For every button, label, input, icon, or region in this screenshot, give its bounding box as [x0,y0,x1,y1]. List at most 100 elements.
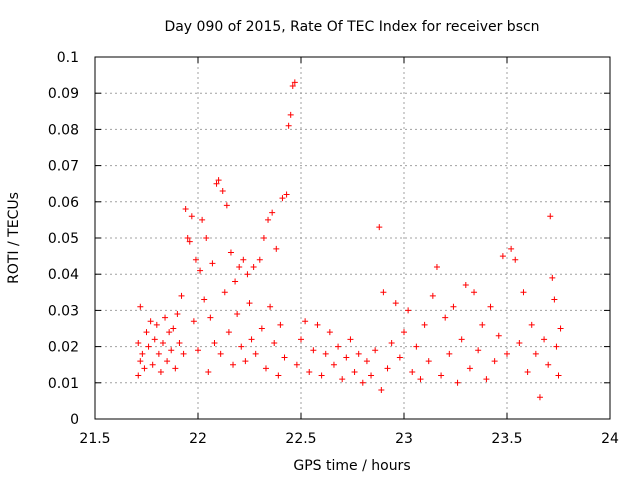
y-tick-label: 0 [70,412,79,428]
data-point [330,361,337,368]
data-point [275,372,282,379]
data-point [310,347,317,354]
data-point [471,289,478,296]
data-point [524,368,531,375]
data-point [195,347,201,354]
data-point [234,311,241,318]
data-point [277,321,284,328]
data-point [343,354,350,361]
data-point [205,368,212,375]
data-point [417,376,424,383]
data-point [532,350,539,357]
data-point [258,325,265,332]
data-point [541,336,548,343]
data-point [225,329,232,336]
data-point [491,358,498,365]
x-tick-label: 21.5 [79,431,110,447]
data-point [291,79,298,86]
chart-title: Day 090 of 2015, Rate Of TEC Index for r… [164,19,539,35]
data-point [359,379,366,386]
data-point [384,365,391,372]
data-point [314,321,321,328]
data-point [487,303,494,310]
y-tick-label: 0.03 [48,303,79,319]
data-point [176,339,183,346]
data-point [363,358,370,365]
data-point [306,368,313,375]
data-point [151,336,158,343]
data-point [155,350,162,357]
data-point [221,289,228,296]
data-point [376,224,383,231]
data-point [166,329,173,336]
data-point [153,321,160,328]
data-point [425,358,432,365]
data-point [283,191,290,198]
data-point [520,289,527,296]
x-tick-label: 22.5 [285,431,316,447]
data-point [372,347,379,354]
data-point [293,361,300,368]
y-tick-label: 0.05 [48,231,79,247]
data-point [429,292,436,299]
x-tick-label: 22 [189,431,207,447]
data-point [421,321,428,328]
data-point [458,336,465,343]
data-point [135,372,142,379]
data-point [289,82,296,89]
data-point [446,350,453,357]
data-point [396,354,403,361]
y-tick-label: 0.07 [48,159,79,175]
data-point [339,376,346,383]
data-point [442,314,449,321]
data-point [378,387,385,394]
data-point [409,368,416,375]
data-point [246,300,253,307]
data-point [269,209,276,216]
data-point [302,318,309,325]
data-point [547,213,554,220]
data-point [201,296,208,303]
y-tick-label: 0.06 [48,195,79,211]
data-point [248,336,255,343]
data-point [223,202,230,209]
data-point [157,368,164,375]
data-point [271,339,278,346]
data-point [335,343,342,350]
data-point [351,368,358,375]
data-point [285,122,292,129]
data-point [260,235,267,241]
data-point [438,372,445,379]
data-point [380,289,387,296]
data-point [555,372,562,379]
data-point [553,343,560,350]
y-tick-label: 0.02 [48,340,79,356]
data-point [145,343,152,350]
data-point [388,339,395,346]
data-point [549,274,556,281]
data-point [230,361,237,368]
data-point [219,187,226,194]
grid [95,57,610,419]
data-point [462,282,469,289]
data-point [217,350,224,357]
data-point [508,245,515,252]
y-tick-label: 0.1 [57,50,79,66]
data-point [322,350,329,357]
data-point [450,303,457,310]
data-point [137,358,144,365]
data-point [238,343,245,350]
data-point [236,263,243,270]
data-point [213,180,220,187]
y-tick-label: 0.08 [48,122,79,138]
data-point [495,332,502,339]
data-point [240,256,247,263]
data-point [267,303,274,310]
data-point [368,372,375,379]
data-point [279,195,286,202]
data-point [192,256,199,263]
x-tick-label: 24 [601,431,619,447]
data-point [149,361,156,368]
data-point [479,321,486,328]
x-axis-label: GPS time / hours [293,458,410,474]
